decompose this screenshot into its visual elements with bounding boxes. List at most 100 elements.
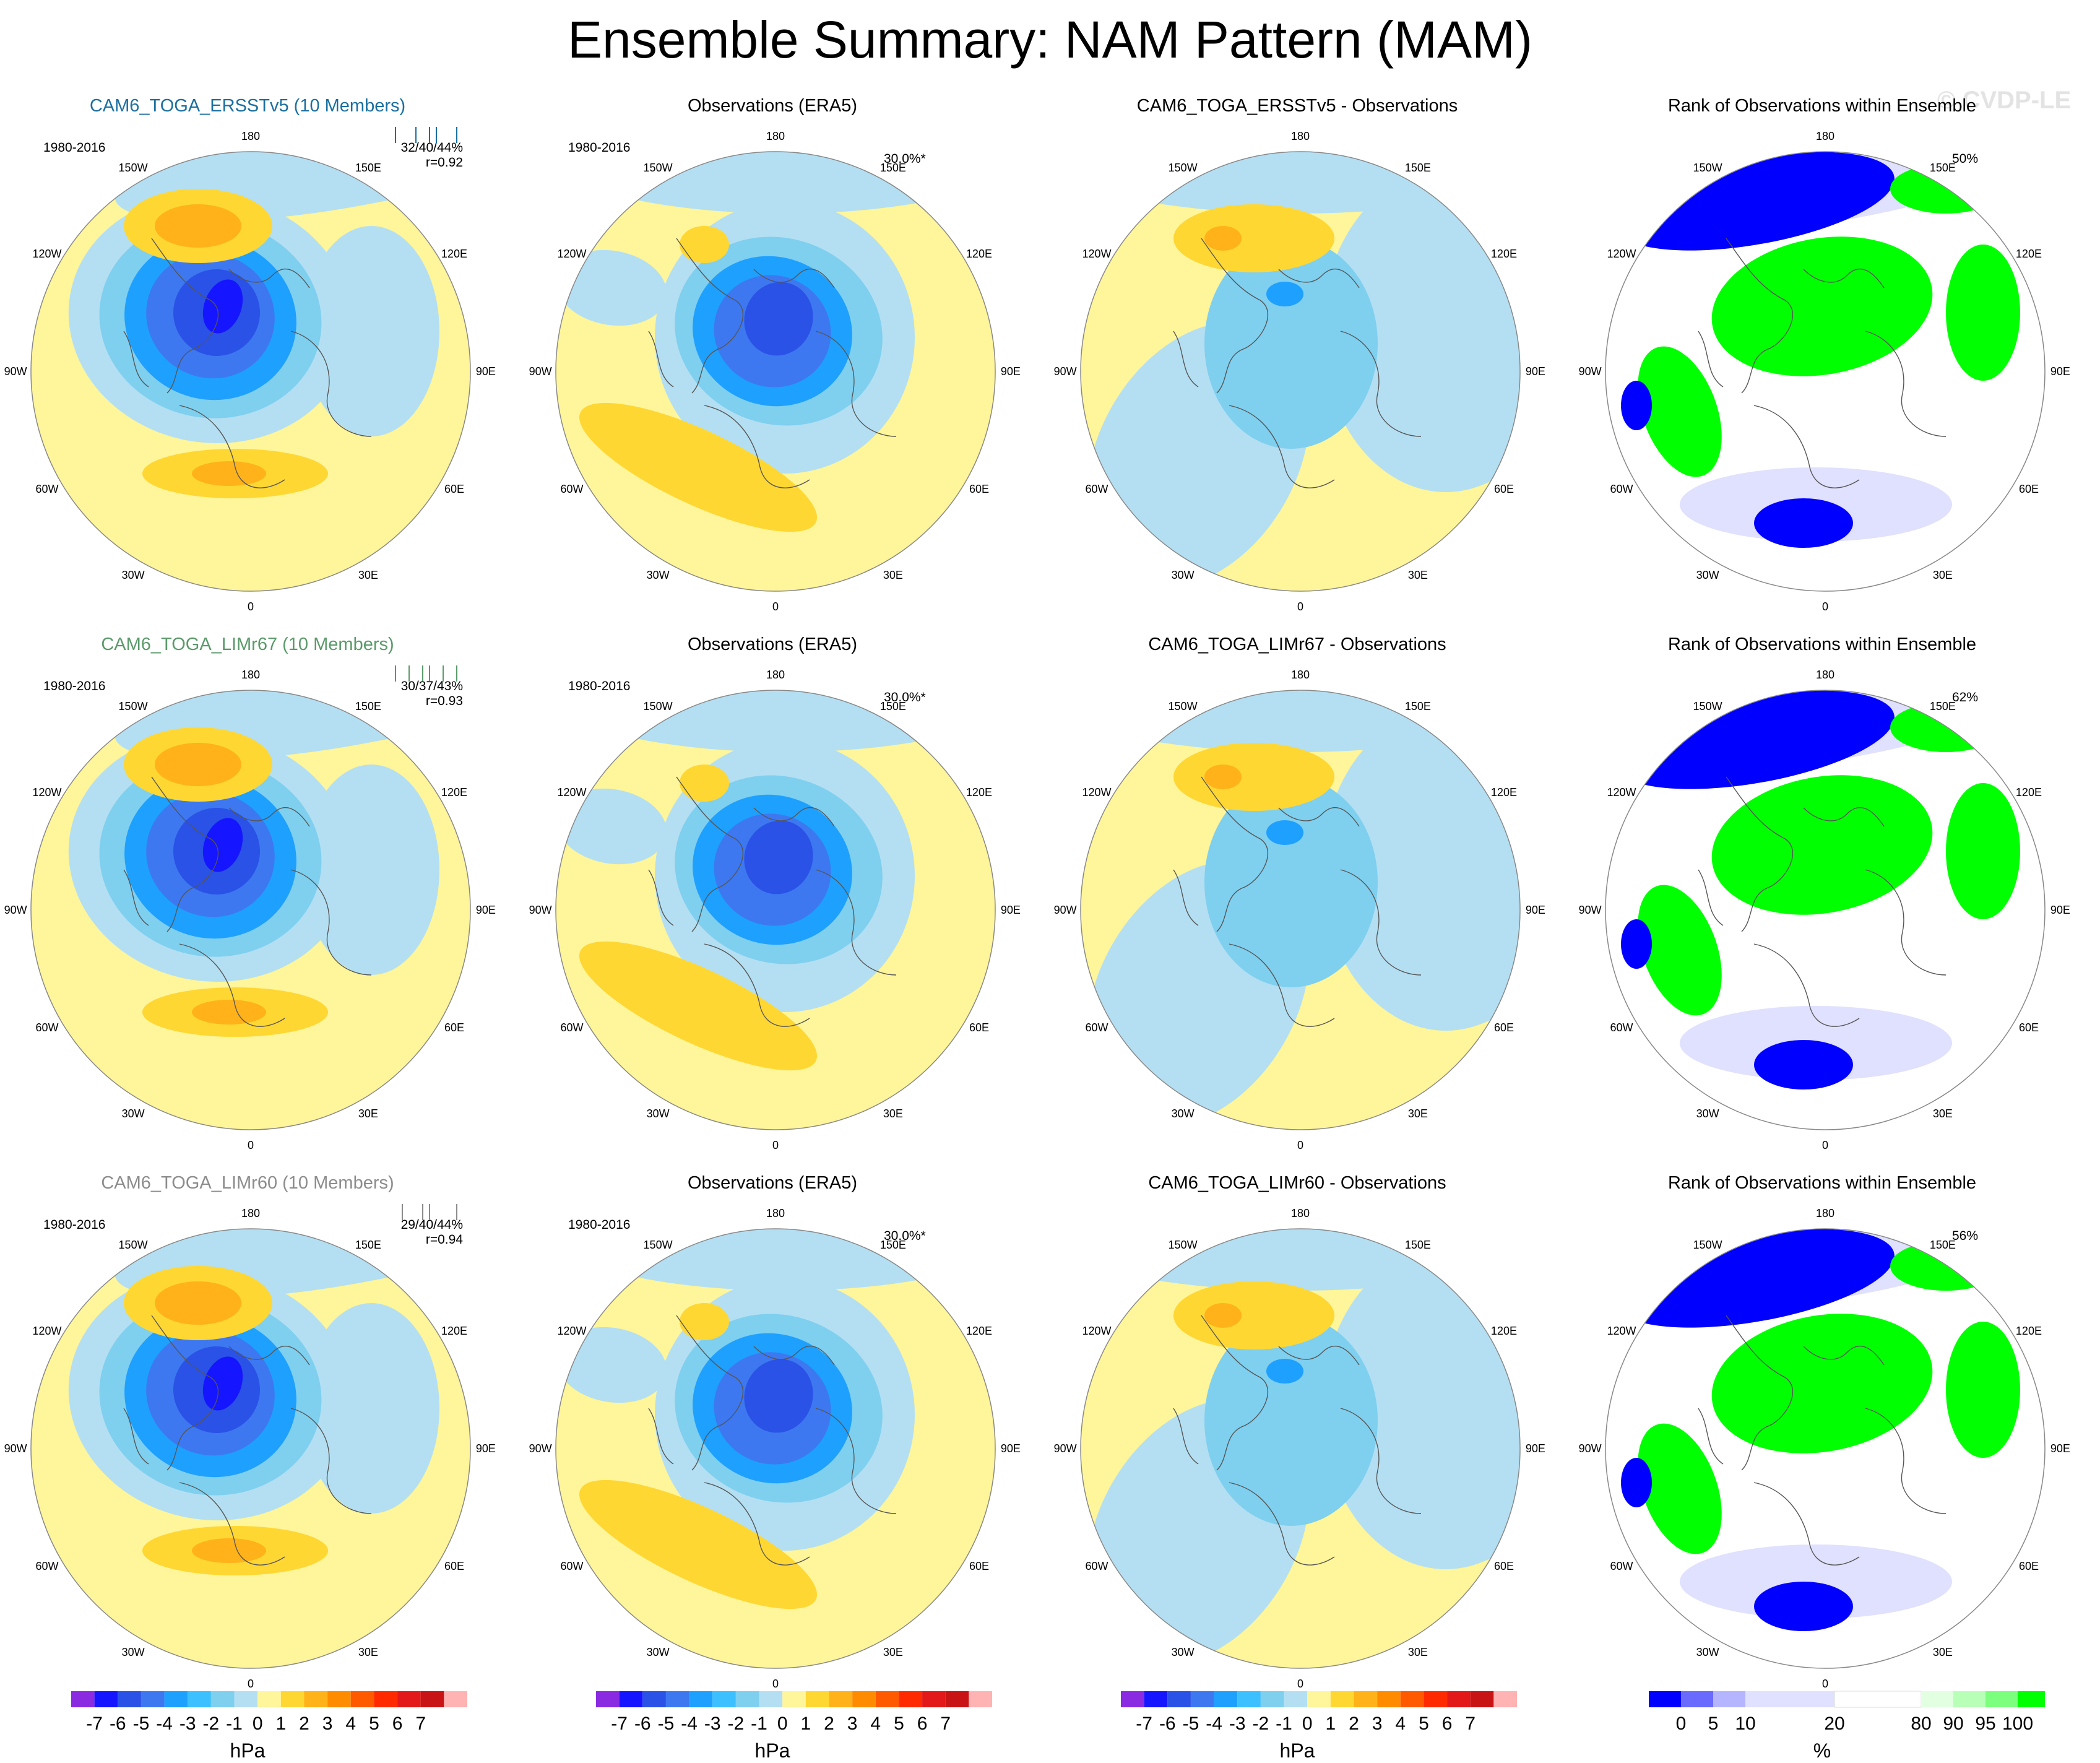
model-panel: CAM6_TOGA_LIMr67 (10 Members) 1980-2016 30… <box>0 635 496 1192</box>
coastline <box>1865 1408 1947 1514</box>
coastline <box>123 1408 149 1465</box>
longitude-label: 60E <box>444 1560 464 1572</box>
panel-title: Rank of Observations within Ensemble <box>1667 96 1977 116</box>
colorbar-swatch <box>1237 1691 1261 1707</box>
colorbar-unit: hPa <box>754 1739 790 1762</box>
coastline <box>1229 405 1335 488</box>
longitude-label: 120E <box>1491 786 1517 799</box>
colorbar-tick-label: -1 <box>751 1713 767 1734</box>
map-boundary <box>1080 690 1521 1130</box>
colorbar-unit: hPa <box>230 1739 266 1762</box>
colorbar-tick-label: 1 <box>275 1713 286 1734</box>
positive-region <box>1204 765 1242 789</box>
longitude-label: 30W <box>1696 1646 1719 1658</box>
colorbar-tick-label: 20 <box>1824 1713 1844 1734</box>
map-boundary <box>30 151 471 592</box>
colorbar-tick-label: 5 <box>894 1713 904 1734</box>
colorbar-swatch <box>118 1691 141 1707</box>
percent-label: 62% <box>1952 690 1979 704</box>
coastline <box>1201 1315 1268 1471</box>
longitude-label: 180 <box>1816 669 1834 681</box>
coastline <box>151 1315 218 1471</box>
longitude-label: 30E <box>358 569 378 581</box>
coastline <box>179 943 285 1027</box>
percent-label: 30.0%* <box>884 1229 926 1243</box>
colorbar-swatch <box>1167 1691 1191 1707</box>
coastline <box>1803 269 1885 288</box>
colorbar-swatch <box>922 1691 946 1707</box>
colorbar-tick-label: -3 <box>1229 1713 1246 1734</box>
longitude-label: 90E <box>476 1442 496 1455</box>
positive-region <box>155 1281 241 1325</box>
colorbar-tick-label: 4 <box>345 1713 356 1734</box>
colorbar-swatch <box>945 1691 969 1707</box>
rank-region <box>1754 1040 1853 1089</box>
colorbar-swatch <box>642 1691 666 1707</box>
colorbar-swatch <box>350 1691 374 1707</box>
longitude-label: 180 <box>241 669 260 681</box>
years-label: 1980-2016 <box>43 679 106 693</box>
longitude-label: 30W <box>1172 1107 1195 1120</box>
positive-region <box>680 1303 729 1340</box>
positive-region <box>1204 226 1242 251</box>
colorbar-tick-label: -7 <box>1136 1713 1152 1734</box>
longitude-label: 30W <box>122 1107 145 1120</box>
coastline <box>1173 331 1199 388</box>
coastline <box>753 269 835 288</box>
longitude-label: 120E <box>2016 786 2042 799</box>
longitude-label: 60W <box>561 1560 584 1572</box>
colorbar-tick-label: 10 <box>1735 1713 1755 1734</box>
stats-correlation: r=0.94 <box>425 1232 463 1247</box>
colorbar-tick-label: 3 <box>847 1713 858 1734</box>
longitude-label: 90W <box>1579 1442 1602 1455</box>
coastline <box>1278 269 1360 288</box>
colorbar-tick-label: 90 <box>1943 1713 1963 1734</box>
colorbar-tick-label: 80 <box>1911 1713 1931 1734</box>
longitude-label: 180 <box>766 1207 785 1219</box>
longitude-label: 0 <box>1297 600 1303 613</box>
positive-region <box>680 226 729 263</box>
longitude-label: 0 <box>772 1139 779 1151</box>
coastline <box>151 776 218 932</box>
longitude-label: 90W <box>1579 365 1602 378</box>
longitude-label: 150W <box>1169 162 1198 174</box>
longitude-label: 30E <box>1933 1107 1953 1120</box>
longitude-label: 60W <box>561 483 584 495</box>
coastline <box>1698 1408 1724 1465</box>
longitude-label: 90W <box>4 904 27 916</box>
longitude-label: 30W <box>647 1107 670 1120</box>
positive-region <box>579 941 818 1071</box>
rank-region <box>1621 1458 1652 1507</box>
colorbar-swatch <box>619 1691 643 1707</box>
longitude-label: 60W <box>36 483 59 495</box>
longitude-label: 90E <box>2050 365 2070 378</box>
coastline <box>1726 1315 1793 1471</box>
map-boundary <box>1605 151 2046 592</box>
coastline <box>1278 807 1360 827</box>
longitude-label: 120W <box>1607 248 1636 260</box>
colorbar-tick-label: 0 <box>1676 1713 1687 1734</box>
coastline <box>179 405 285 488</box>
panel-title: CAM6_TOGA_LIMr60 (10 Members) <box>101 1173 394 1193</box>
longitude-label: 60E <box>1494 1021 1514 1034</box>
stats-block: 32/40/44% r=0.92 <box>401 141 463 170</box>
longitude-label: 0 <box>248 1678 254 1690</box>
colorbar-tick-label: -6 <box>1159 1713 1176 1734</box>
longitude-label: 120W <box>33 786 62 799</box>
stats-percent: 30/37/43% <box>400 679 463 693</box>
map-boundary <box>555 1228 996 1669</box>
positive-region <box>1173 204 1334 272</box>
coastline <box>1698 331 1724 388</box>
coastline <box>228 269 310 288</box>
colorbar-swatch <box>759 1691 783 1707</box>
longitude-label: 120W <box>558 248 587 260</box>
polar-map: 180 150E 120E 90E 60E 30E 0 30W 60W 90W 120W 150W <box>529 1207 1021 1690</box>
longitude-label: 90E <box>1001 1442 1021 1455</box>
colorbar-unit: hPa <box>1279 1739 1315 1762</box>
colorbar-swatch <box>1214 1691 1238 1707</box>
negative-region <box>744 1359 813 1433</box>
colorbar-tick-label: -1 <box>1276 1713 1292 1734</box>
colorbar-swatch <box>1447 1691 1471 1707</box>
rank-panel: Rank of Observations within Ensemble 56% 1… <box>1575 1173 2070 1730</box>
coastline <box>815 331 897 437</box>
